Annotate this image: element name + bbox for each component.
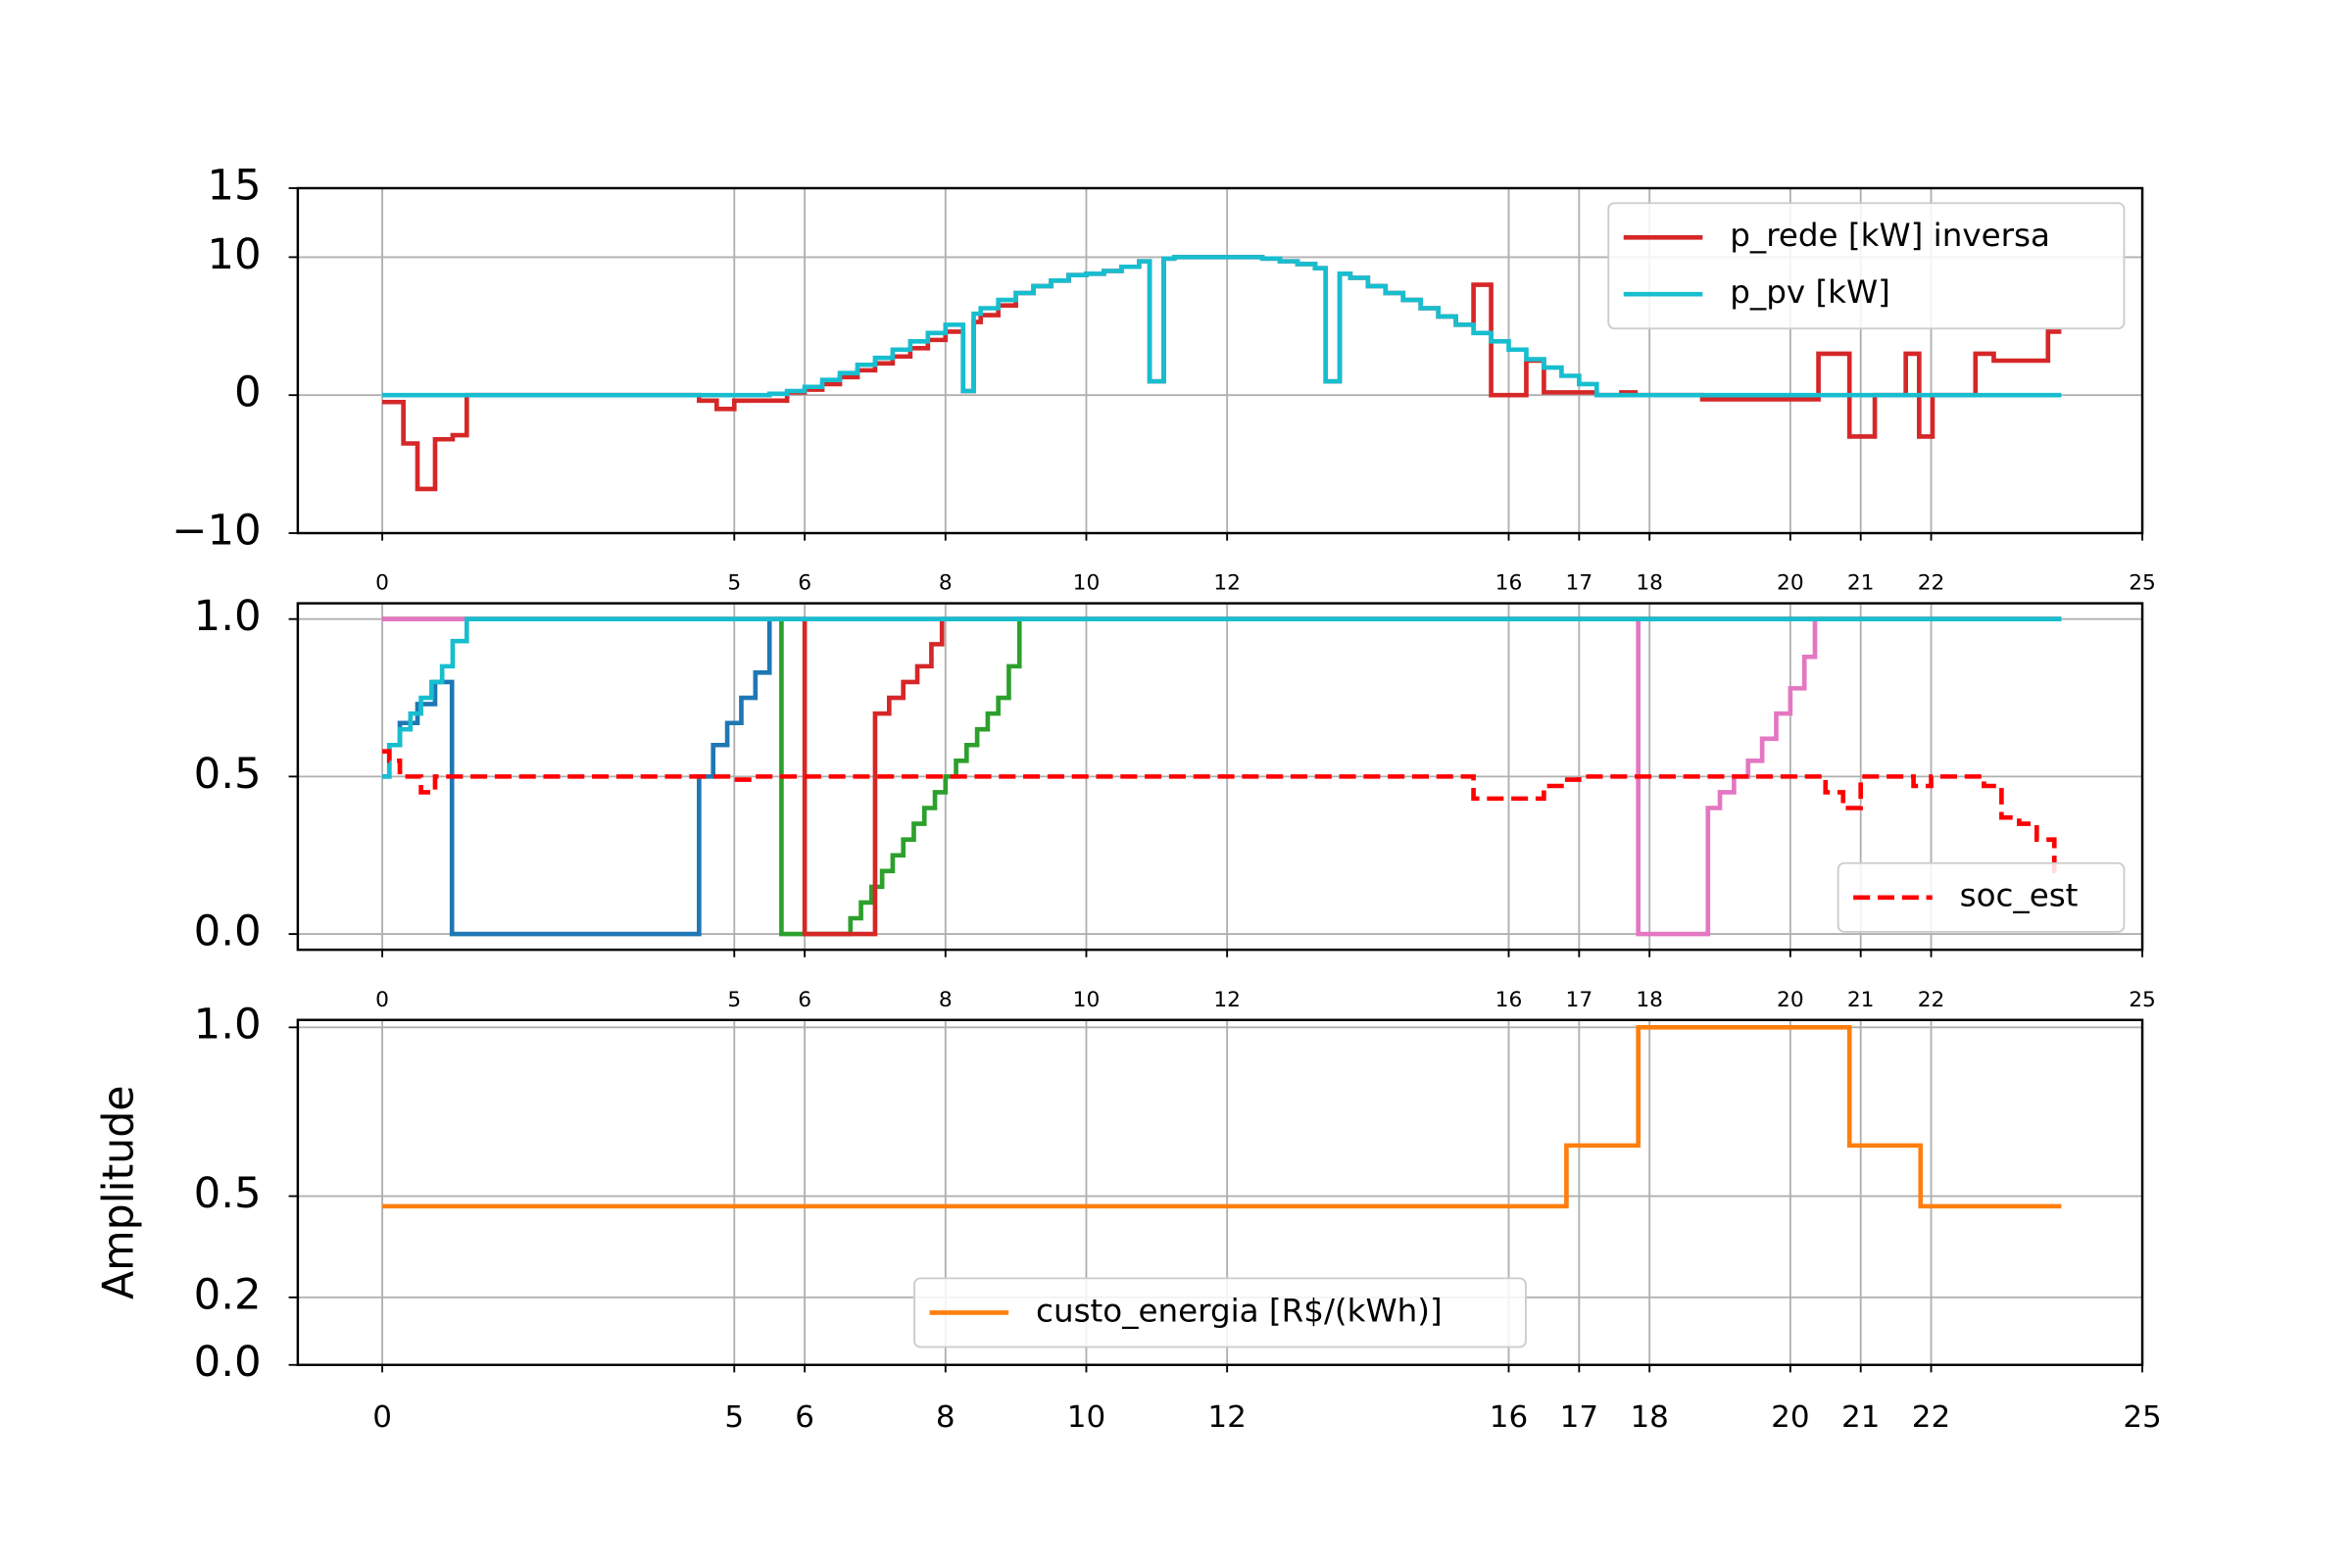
x-tick-label: 22	[1912, 1399, 1950, 1435]
x-tick-label: 12	[1213, 571, 1241, 596]
series-line	[382, 255, 2062, 398]
x-tick-label: 0	[375, 571, 389, 596]
legend-label: custo_energia [R$/(kWh)]	[1036, 1293, 1443, 1330]
y-tick-label: 0.2	[194, 1271, 262, 1320]
x-tick-label: 8	[936, 1399, 956, 1435]
series-line	[382, 616, 2062, 937]
x-tick-label: 16	[1495, 988, 1523, 1012]
y-tick-label: 1.0	[194, 592, 262, 641]
y-tick-label: 10	[207, 230, 261, 279]
y-tick-label: 1.0	[194, 1001, 262, 1050]
legend-label: p_rede [kW] inversa	[1730, 217, 2050, 254]
x-tick-label: 21	[1841, 1399, 1880, 1435]
x-tick-label: 22	[1918, 988, 1945, 1012]
x-tick-label: 20	[1771, 1399, 1809, 1435]
x-tick-label: 6	[798, 988, 811, 1012]
y-tick-label: 0.5	[194, 750, 262, 799]
series-line	[382, 749, 2062, 874]
y-tick-label: −10	[172, 507, 262, 556]
x-tick-label: 8	[939, 988, 953, 1012]
x-tick-label: 25	[2129, 571, 2156, 596]
x-tick-label: 10	[1073, 571, 1101, 596]
axes-frame	[296, 602, 2144, 952]
x-tick-label: 10	[1067, 1399, 1105, 1435]
legend-box	[1837, 861, 2126, 933]
legend-box	[1607, 202, 2126, 330]
series-line	[382, 616, 2062, 937]
x-tick-label: 5	[727, 988, 741, 1012]
y-tick-label: 0	[234, 368, 262, 417]
x-tick-label: 22	[1918, 571, 1945, 596]
x-tick-label: 12	[1213, 988, 1241, 1012]
series-line	[382, 616, 2062, 937]
x-tick-label: 17	[1566, 988, 1593, 1012]
x-tick-label: 20	[1777, 988, 1804, 1012]
axes-frame	[296, 186, 2144, 535]
x-tick-label: 21	[1847, 571, 1875, 596]
series-line	[382, 616, 2062, 937]
x-tick-label: 18	[1636, 988, 1663, 1012]
x-tick-label: 18	[1636, 571, 1663, 596]
y-tick-label: 0.0	[194, 1339, 262, 1388]
x-tick-label: 21	[1847, 988, 1875, 1012]
y-axis-label: Amplitude	[94, 1085, 143, 1299]
x-tick-label: 10	[1073, 988, 1101, 1012]
axes-frame	[296, 1018, 2144, 1366]
x-tick-label: 16	[1490, 1399, 1528, 1435]
x-tick-label: 6	[795, 1399, 814, 1435]
x-tick-label: 16	[1495, 571, 1523, 596]
x-tick-label: 17	[1560, 1399, 1598, 1435]
x-tick-label: 5	[727, 571, 741, 596]
y-tick-label: 0.5	[194, 1169, 262, 1218]
x-tick-label: 25	[2123, 1399, 2161, 1435]
x-tick-label: 17	[1566, 571, 1593, 596]
x-tick-label: 25	[2129, 988, 2156, 1012]
x-tick-label: 5	[724, 1399, 744, 1435]
x-tick-label: 20	[1777, 571, 1804, 596]
x-tick-label: 18	[1630, 1399, 1668, 1435]
x-tick-label: 0	[372, 1399, 392, 1435]
x-tick-label: 12	[1207, 1399, 1246, 1435]
x-tick-label: 8	[939, 571, 953, 596]
series-line	[382, 1025, 2062, 1209]
legend-label: p_pv [kW]	[1730, 273, 1890, 311]
x-tick-label: 0	[375, 988, 389, 1012]
series-line	[382, 616, 2062, 779]
legend-label: soc_est	[1960, 877, 2079, 914]
legend-box	[913, 1277, 1527, 1348]
y-tick-label: 15	[207, 162, 261, 211]
x-tick-label: 6	[798, 571, 811, 596]
y-tick-label: 0.0	[194, 907, 262, 956]
